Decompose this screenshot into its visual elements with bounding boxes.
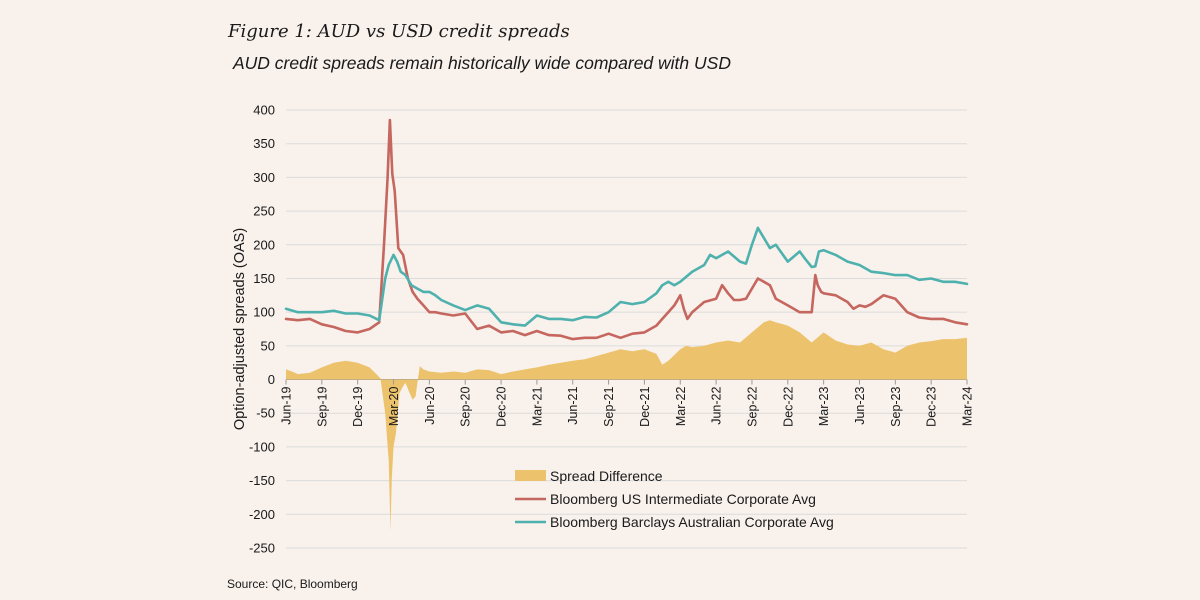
x-axis: Jun-19 Sep-19 Dec-19 Mar-20 Jun-20 Sep-20 Dec-… <box>280 379 975 427</box>
y-tick-label: 350 <box>253 136 275 151</box>
legend-swatch <box>515 470 546 481</box>
legend-us-corporate: Bloomberg US Intermediate Corporate Avg <box>515 491 816 507</box>
legend-label: Bloomberg US Intermediate Corporate Avg <box>550 491 816 507</box>
source-note: Source: QIC, Bloomberg <box>227 577 358 591</box>
x-tick-label: Sep-23 <box>889 386 903 426</box>
x-tick-label: Jun-22 <box>710 387 724 425</box>
chart-subtitle: AUD credit spreads remain historically w… <box>233 53 731 73</box>
x-tick-label: Mar-22 <box>674 386 688 426</box>
x-tick-label: Mar-20 <box>387 386 401 426</box>
au-corporate-line <box>284 226 969 327</box>
y-tick-label: 200 <box>253 237 275 252</box>
x-tick-label: Sep-19 <box>315 386 329 426</box>
legend: Spread Difference Bloomberg US Intermedia… <box>515 468 834 530</box>
figure-title: Figure 1: AUD vs USD credit spreads <box>228 21 570 42</box>
y-tick-label: 50 <box>261 338 275 353</box>
y-tick-label: -50 <box>256 406 275 421</box>
y-tick-label: 100 <box>253 305 275 320</box>
y-tick-label: 400 <box>253 103 275 118</box>
legend-label: Bloomberg Barclays Australian Corporate … <box>550 514 834 530</box>
area-layer <box>286 320 967 532</box>
y-axis: 400 350 300 250 200 150 100 50 0 -50 -100 -150 -200 -… <box>249 103 275 556</box>
y-tick-label: 300 <box>253 170 275 185</box>
x-tick-label: Mar-23 <box>817 386 831 426</box>
legend-label: Spread Difference <box>550 468 663 484</box>
x-tick-label: Jun-19 <box>280 387 294 425</box>
x-tick-label: Dec-23 <box>925 386 939 426</box>
us-corporate-line <box>284 118 969 341</box>
x-tick-label: Dec-19 <box>351 386 365 426</box>
x-tick-label: Jun-20 <box>423 387 437 425</box>
x-tick-label: Dec-21 <box>638 386 652 426</box>
y-tick-label: -200 <box>249 507 275 522</box>
legend-au-corporate: Bloomberg Barclays Australian Corporate … <box>515 514 834 530</box>
y-tick-label: 150 <box>253 271 275 286</box>
legend-spread-difference: Spread Difference <box>515 468 663 484</box>
y-tick-label: 250 <box>253 204 275 219</box>
x-tick-label: Sep-21 <box>602 386 616 426</box>
x-tick-label: Jun-21 <box>566 387 580 425</box>
x-tick-label: Mar-24 <box>961 386 975 426</box>
x-tick-label: Mar-21 <box>530 386 544 426</box>
x-tick-label: Dec-22 <box>781 386 795 426</box>
line-layer <box>284 118 969 341</box>
x-tick-label: Sep-20 <box>459 386 473 426</box>
x-tick-label: Jun-23 <box>853 387 867 425</box>
y-tick-label: -150 <box>249 473 275 488</box>
y-tick-label: -100 <box>249 439 275 454</box>
x-tick-label: Sep-22 <box>745 386 759 426</box>
y-tick-label: 0 <box>268 372 275 387</box>
x-tick-label: Dec-20 <box>495 386 509 426</box>
y-tick-label: -250 <box>249 541 275 556</box>
spread-difference-area <box>286 320 967 532</box>
y-axis-label: Option-adjusted spreads (OAS) <box>232 228 248 430</box>
